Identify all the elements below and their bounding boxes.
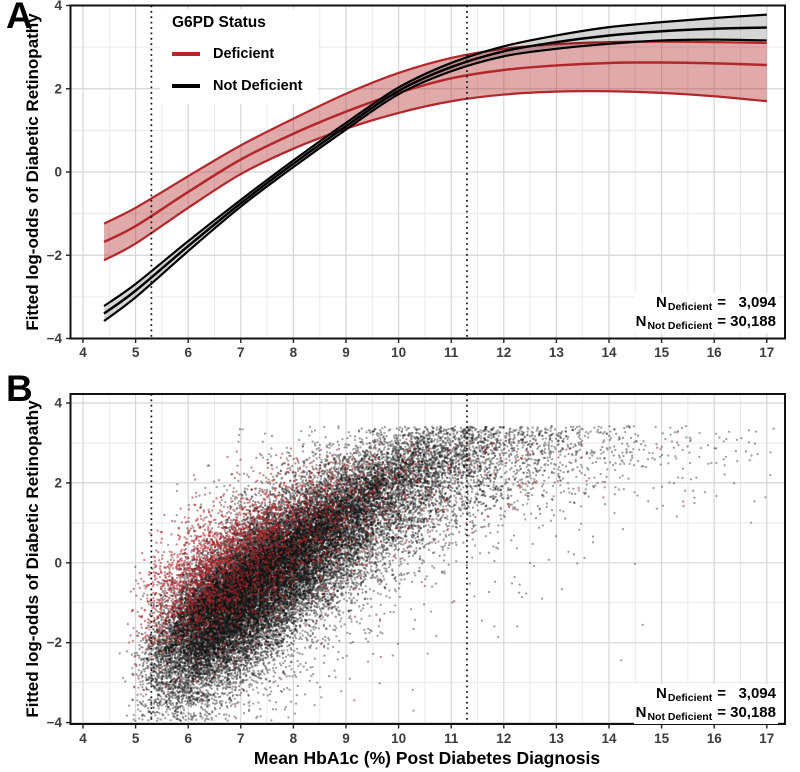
legend-item-deficient: Deficient [172,46,302,62]
not-deficient-confidence-band [103,13,767,322]
legend-item-label: Deficient [213,46,275,62]
n-subscript: Not Deficient [647,320,713,332]
legend-item-not-deficient: Not Deficient [172,78,302,94]
legend: G6PD Status Deficient Not Deficient [160,9,319,104]
not-deficient-line-swatch-icon [172,84,200,88]
panel-b-y-axis-title: Fitted log-odds of Diabetic Retinopathy [23,400,42,718]
n-not-deficient-line: N Not Deficient = 30,188 [636,313,776,332]
n-subscript: Not Deficient [647,711,713,723]
n-value: 3,094 [738,294,776,311]
svg-text:−2: −2 [47,248,62,263]
n-not-deficient-line: N Not Deficient = 30,188 [636,704,776,723]
n-subscript: Deficient [667,301,713,313]
svg-text:12: 12 [496,345,511,360]
panel-a-sample-size-annotation: N Deficient = 3,094 N Not Deficient = 30,188 [633,293,778,333]
panel-b-label: B [6,368,33,409]
equals-sign: = [717,685,726,702]
svg-text:13: 13 [549,345,565,360]
n-symbol: N [656,294,667,311]
n-deficient-line: N Deficient = 3,094 [636,685,776,704]
equals-sign: = [717,313,726,330]
svg-text:7: 7 [237,345,245,360]
svg-text:8: 8 [290,345,298,360]
x-axis-title: Mean HbA1c (%) Post Diabetes Diagnosis [253,748,601,768]
equals-sign: = [717,704,726,721]
panel-a-plot: 4 5 6 7 8 9 10 11 12 13 14 15 16 17 4 2 0 −2 −4 [47,0,786,360]
svg-text:2: 2 [54,81,62,96]
equals-sign: = [717,294,726,311]
svg-text:4: 4 [79,345,87,360]
panel-a-axis-ticks-and-labels: 4 5 6 7 8 9 10 11 12 13 14 15 16 17 4 2 0 −2 −4 [47,0,775,360]
deficient-line-swatch-icon [172,52,200,56]
legend-item-label: Not Deficient [213,78,303,94]
svg-text:15: 15 [654,345,670,360]
legend-title: G6PD Status [172,14,266,31]
n-value: 30,188 [730,313,776,330]
n-subscript: Deficient [667,692,713,704]
svg-text:17: 17 [759,345,774,360]
svg-text:−4: −4 [47,331,63,346]
svg-text:9: 9 [342,345,350,360]
n-symbol: N [656,685,667,702]
svg-text:5: 5 [132,345,140,360]
svg-text:10: 10 [391,345,406,360]
svg-text:6: 6 [184,345,192,360]
n-symbol: N [635,704,647,721]
n-value: 3,094 [738,685,776,702]
n-value: 30,188 [730,704,776,721]
reference-lines [150,5,468,339]
panel-a-label: A [6,0,33,36]
panel-b-sample-size-annotation: N Deficient = 3,094 N Not Deficient = 30,188 [633,684,778,724]
svg-text:16: 16 [707,345,723,360]
svg-text:11: 11 [444,345,459,360]
n-deficient-line: N Deficient = 3,094 [636,294,776,313]
panel-a-y-axis-title: Fitted log-odds of Diabetic Retinopathy [23,13,42,331]
panel-a-gridlines [70,5,785,339]
deficient-confidence-band [103,40,767,262]
svg-text:4: 4 [54,0,62,13]
n-symbol: N [635,313,647,330]
svg-text:14: 14 [601,345,617,360]
svg-text:0: 0 [54,165,62,180]
